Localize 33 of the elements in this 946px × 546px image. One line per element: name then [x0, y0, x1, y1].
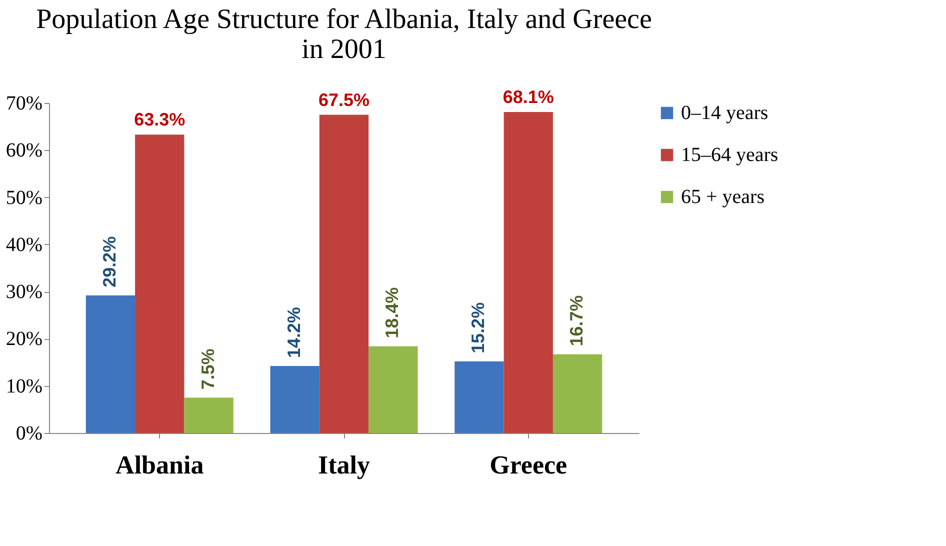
data-label: 29.2%	[99, 236, 120, 288]
legend-label: 15–64 years	[681, 144, 778, 166]
y-tick-label: 50%	[6, 186, 42, 209]
legend-label: 0–14 years	[681, 102, 768, 124]
data-label: 15.2%	[468, 302, 488, 354]
x-tick-label: Albania	[116, 450, 204, 480]
y-tick-label: 20%	[6, 328, 42, 350]
y-tick-label: 60%	[6, 140, 42, 162]
y-tick-label: 70%	[6, 92, 42, 114]
data-label: 18.4%	[382, 287, 402, 338]
bar	[504, 112, 553, 433]
y-tick-label: 30%	[6, 281, 42, 304]
bar	[552, 354, 602, 433]
bar	[135, 134, 184, 433]
bar	[270, 366, 320, 433]
data-label: 14.2%	[284, 307, 304, 358]
data-label: 67.5%	[318, 90, 370, 110]
data-label: 16.7%	[566, 295, 587, 346]
chart-title: Population Age Structure for Albania, Italy and Greece in 2001	[36, 4, 652, 65]
y-tick-label: 0%	[16, 422, 42, 444]
y-tick-label: 40%	[6, 234, 42, 256]
bar	[368, 346, 418, 433]
bar	[184, 398, 234, 433]
bar	[319, 114, 369, 433]
y-tick-label: 10%	[6, 375, 42, 398]
x-tick-label: Italy	[318, 450, 370, 480]
data-label: 68.1%	[502, 86, 554, 107]
data-label: 63.3%	[134, 110, 186, 130]
x-tick-label: Greece	[490, 450, 568, 480]
bar	[86, 295, 136, 433]
data-label: 7.5%	[198, 348, 218, 390]
legend-label: 65 + years	[681, 186, 765, 208]
bar	[454, 361, 504, 433]
